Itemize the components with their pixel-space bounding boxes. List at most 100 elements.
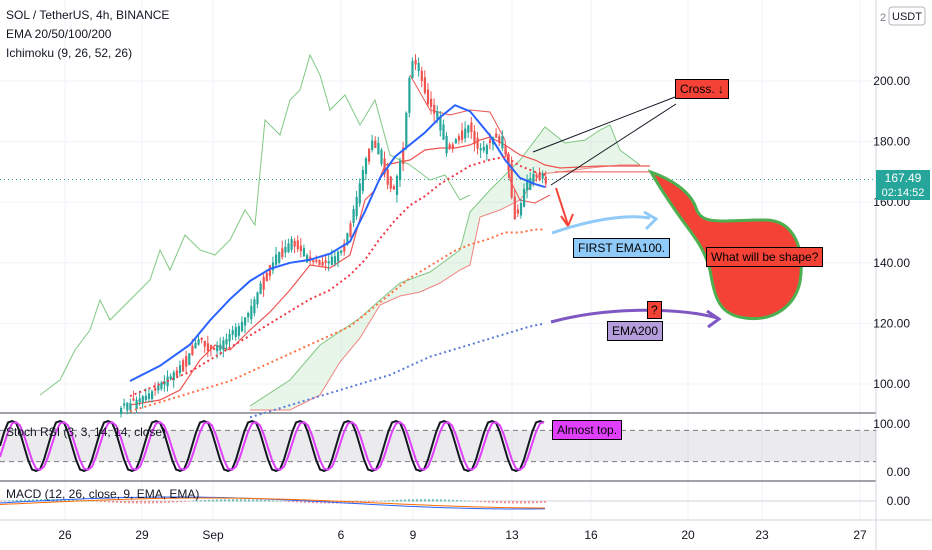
candle-body xyxy=(358,183,361,204)
candle-body xyxy=(144,395,147,401)
candle-body xyxy=(290,238,293,250)
candle-body xyxy=(364,158,368,174)
macd-hist xyxy=(508,501,510,504)
candle-body xyxy=(234,327,237,338)
time-tick: 26 xyxy=(58,528,72,542)
macd-hist xyxy=(100,501,102,502)
macd-hist xyxy=(392,500,394,502)
price-axis[interactable]: 200.00180.00160.00140.00120.00100.00100.… xyxy=(873,74,910,508)
candle-body xyxy=(185,356,188,367)
note-cross: Cross. ↓ xyxy=(675,79,730,99)
red-down-arrow-head xyxy=(560,213,574,229)
macd-legend[interactable]: MACD (12, 26, close, 9, EMA, EMA) xyxy=(6,487,200,501)
candle-body xyxy=(175,370,178,376)
candle-body xyxy=(222,340,225,350)
macd-hist xyxy=(116,501,118,503)
candle-body xyxy=(123,403,126,406)
cloud-fill xyxy=(250,125,640,410)
ema-legend[interactable]: EMA 20/50/100/200 xyxy=(6,27,112,41)
candle-body xyxy=(414,59,417,65)
last-price-value: 167.49 xyxy=(885,171,922,185)
macd-hist xyxy=(380,500,382,502)
macd-hist xyxy=(232,499,234,502)
macd-hist xyxy=(136,501,138,504)
candle-body xyxy=(182,360,185,372)
macd-hist xyxy=(492,501,494,503)
macd-hist xyxy=(68,499,70,502)
candle-body xyxy=(495,133,498,138)
macd-tick: 0.00 xyxy=(887,494,911,508)
macd-hist xyxy=(256,499,258,502)
macd-hist xyxy=(184,501,186,502)
macd-hist xyxy=(148,501,150,504)
candle-body xyxy=(141,396,144,403)
candle-body xyxy=(284,246,287,253)
candle-body xyxy=(312,260,315,263)
macd-hist xyxy=(208,499,210,502)
time-tick: Sep xyxy=(202,528,224,542)
macd-pane xyxy=(0,496,876,510)
candle-body xyxy=(256,292,259,305)
annotation-drawings xyxy=(532,96,803,329)
symbol-legend[interactable]: SOL / TetherUS, 4h, BINANCE xyxy=(6,8,170,22)
macd-hist xyxy=(212,499,214,502)
candle-body xyxy=(389,176,392,189)
macd-hist xyxy=(32,499,34,502)
ema200-line xyxy=(249,322,546,419)
candle-body xyxy=(485,145,488,155)
candle-body xyxy=(287,243,290,253)
macd-hist xyxy=(388,500,390,502)
candle-body xyxy=(188,353,191,365)
ichimoku-legend[interactable]: Ichimoku (9, 26, 52, 26) xyxy=(6,46,133,60)
candle-body xyxy=(380,149,383,164)
price-tick: 200.00 xyxy=(873,74,910,88)
candle-body xyxy=(526,179,529,191)
macd-hist xyxy=(132,501,134,504)
ema100-line xyxy=(129,228,545,413)
macd-hist xyxy=(384,500,386,502)
candle-body xyxy=(216,345,219,352)
macd-hist xyxy=(504,501,506,504)
macd-hist xyxy=(264,499,266,502)
macd-hist xyxy=(192,500,194,502)
candle-body xyxy=(538,173,541,181)
candle-body xyxy=(296,240,299,250)
macd-hist xyxy=(40,499,42,502)
candle-body xyxy=(535,174,538,177)
candle-body xyxy=(340,250,343,254)
macd-hist xyxy=(476,501,478,502)
macd-hist xyxy=(276,500,278,502)
last-price-badge: 167.49 02:14:52 xyxy=(876,170,930,200)
candle-body xyxy=(203,340,206,347)
candle-body xyxy=(541,173,544,179)
candle-body xyxy=(160,382,163,389)
macd-hist xyxy=(404,499,406,502)
macd-hist xyxy=(252,499,254,502)
macd-hist xyxy=(364,501,366,503)
macd-hist xyxy=(412,499,414,502)
stoch-legend[interactable]: Stoch RSI (3, 3, 14, 14, close) xyxy=(6,425,167,439)
candle-body xyxy=(371,140,374,150)
candle-body xyxy=(324,260,327,263)
macd-hist xyxy=(488,501,490,503)
note-question: ? xyxy=(647,301,662,319)
candle-body xyxy=(451,144,454,149)
macd-hist xyxy=(24,499,26,502)
macd-hist xyxy=(172,501,174,503)
macd-hist xyxy=(12,500,14,502)
candle-body xyxy=(343,243,346,252)
candle-body xyxy=(377,142,380,155)
time-axis[interactable]: 26 29 Sep 6 9 13 16 20 23 27 xyxy=(58,528,867,542)
candle-body xyxy=(476,137,479,149)
macd-hist xyxy=(500,501,502,504)
candle-body xyxy=(439,117,442,131)
time-tick: 23 xyxy=(755,528,769,542)
macd-hist xyxy=(128,501,130,504)
candle-body xyxy=(510,163,513,198)
macd-hist xyxy=(204,500,206,502)
currency-selector[interactable]: USDT xyxy=(888,6,926,26)
macd-hist xyxy=(268,500,270,502)
macd-hist xyxy=(340,501,342,504)
macd-hist xyxy=(408,499,410,502)
